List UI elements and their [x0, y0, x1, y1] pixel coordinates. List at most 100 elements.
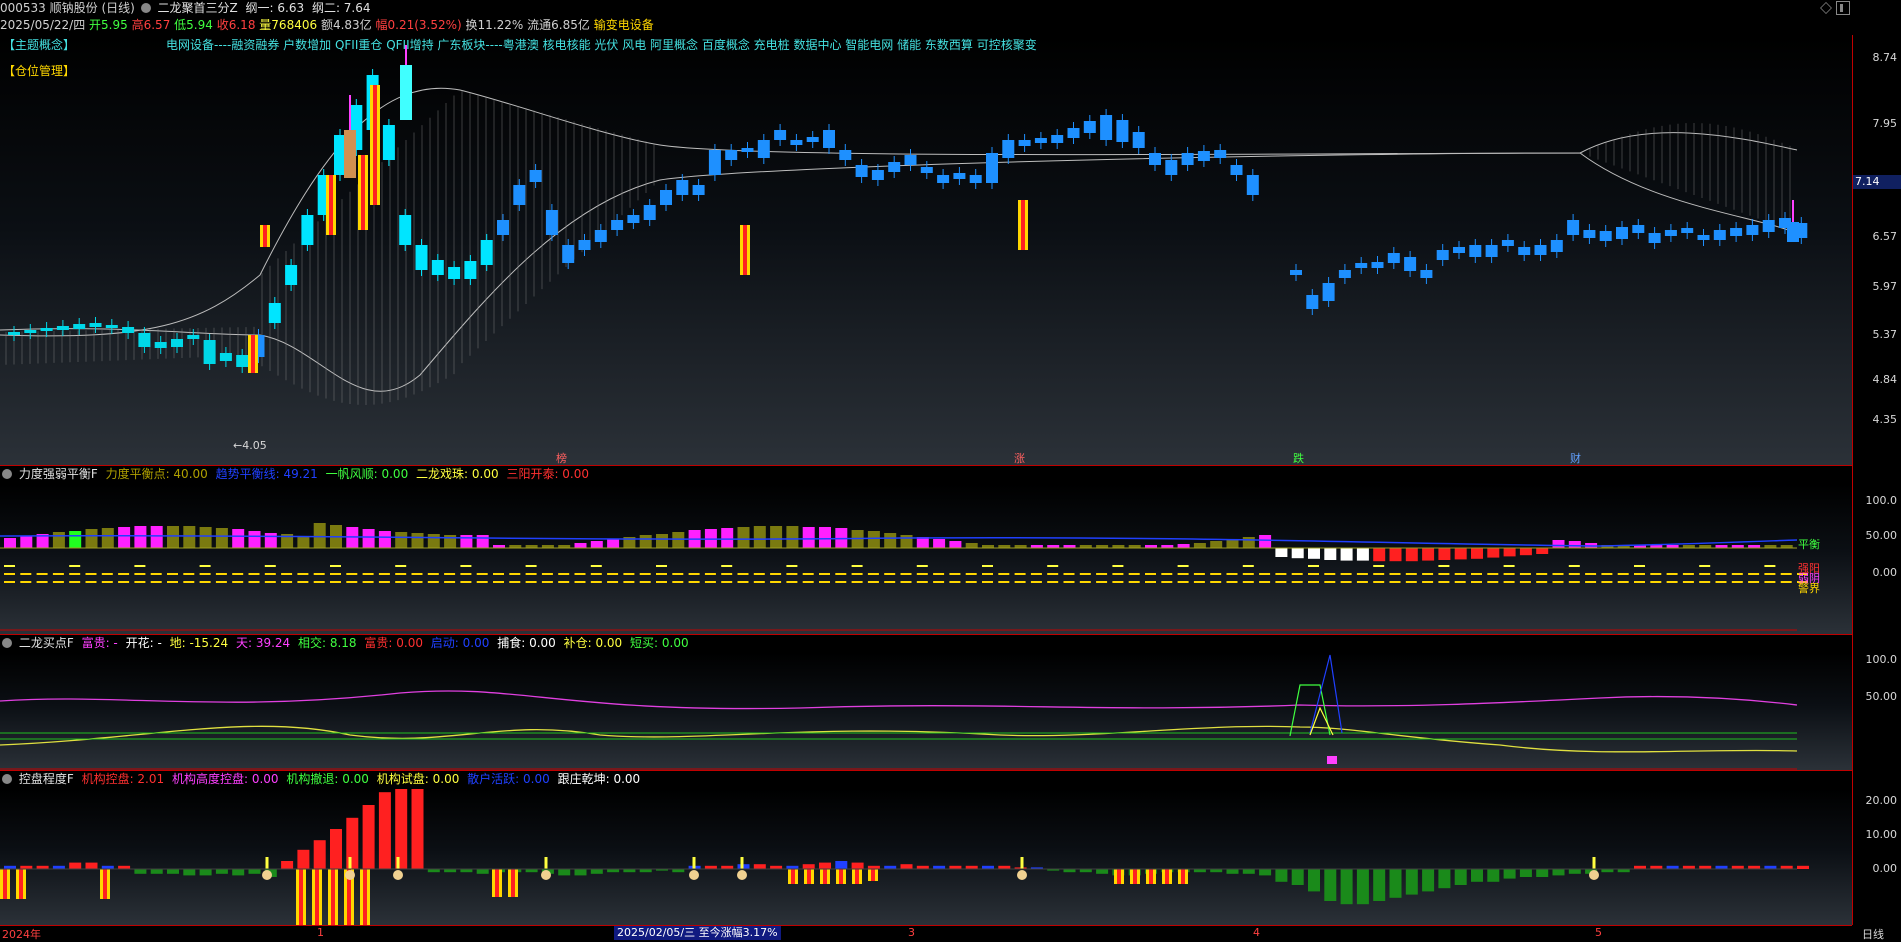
strength-bar	[672, 532, 685, 548]
concept-list[interactable]: 电网设备----融资融券 户数增加 QFII重仓 QFII增持 广东板块----…	[166, 38, 1037, 52]
window-toggle-icon[interactable]	[1836, 1, 1850, 15]
concept-tag-main[interactable]: 【主题概念】	[3, 38, 76, 52]
strength-bar	[590, 541, 603, 548]
candle-body	[1387, 253, 1400, 263]
strength-bar	[118, 527, 131, 548]
candle-body	[871, 170, 884, 180]
control-bar	[167, 869, 179, 874]
strength-bar	[721, 528, 734, 548]
strength-bar	[1308, 548, 1320, 559]
indicator3-settings-icon[interactable]	[2, 774, 12, 784]
candle-body	[643, 205, 656, 220]
candle-body	[692, 185, 705, 195]
strength-bar	[395, 532, 408, 548]
control-bar	[1617, 869, 1630, 873]
position-management-tag[interactable]: 【仓位管理】	[3, 64, 76, 78]
control-bar	[851, 862, 864, 869]
indicator3-bars	[0, 789, 1809, 925]
strength-bar	[802, 527, 815, 548]
strength-bar	[770, 526, 783, 548]
candle-body	[969, 175, 982, 183]
indicator1-value-2: 一帆风顺: 0.00	[321, 467, 409, 481]
candle-body	[627, 215, 640, 223]
limit-bar-inner	[329, 175, 333, 235]
candle-body	[1322, 283, 1335, 301]
bollinger-band	[0, 87, 1798, 405]
indicator2-value-7: 捕食: 0.00	[493, 636, 556, 650]
candle-body	[334, 135, 346, 175]
candle-body	[757, 140, 770, 158]
control-bar	[427, 869, 440, 873]
strength-bar	[1242, 537, 1255, 548]
indicator3-value-5: 跟庄乾坤: 0.00	[553, 772, 641, 786]
strength-bar	[1063, 545, 1076, 548]
control-bar	[884, 865, 897, 869]
control-bar	[1389, 869, 1402, 898]
candle-body	[774, 130, 787, 140]
candle-body	[855, 165, 868, 177]
candle-body	[1518, 247, 1531, 255]
price-chart-panel[interactable]: 【主题概念】 电网设备----融资融券 户数增加 QFII重仓 QFII增持 广…	[0, 35, 1852, 465]
quote-bar: 2025/05/22/四 开5.95 高6.57 低5.94 收6.18 量76…	[0, 17, 1901, 33]
control-bar	[1275, 869, 1288, 882]
indicator3-name[interactable]: 控盘程度F	[18, 772, 74, 786]
range-info[interactable]: 2025/02/05/三 至今涨幅3.17%	[614, 926, 781, 940]
candle-body	[40, 328, 53, 331]
control-bar	[1291, 869, 1304, 885]
tentative-bar-inner	[495, 869, 499, 897]
control-bar	[1780, 865, 1793, 869]
stock-code-name[interactable]: 000533 顺钠股份 (日线)	[0, 1, 135, 15]
strength-bar	[1291, 548, 1304, 559]
control-bar	[802, 864, 815, 869]
candle-body	[660, 190, 672, 205]
control-bar	[1373, 869, 1386, 901]
event-label-rise[interactable]: 涨	[1014, 452, 1025, 465]
control-bar	[656, 869, 668, 871]
strength-bar	[199, 527, 212, 548]
indicator2-settings-icon[interactable]	[2, 638, 12, 648]
strength-bar	[1748, 545, 1761, 548]
indicator2-value-1: 开花: -	[121, 636, 162, 650]
formula-name[interactable]: 二龙聚首三分Z	[157, 1, 238, 15]
event-label-fall[interactable]: 跌	[1293, 452, 1304, 465]
indicator2-value-6: 启动: 0.00	[426, 636, 490, 650]
candle-body	[1181, 153, 1194, 165]
candle-body	[1420, 270, 1433, 278]
indicator2-panel[interactable]	[0, 653, 1852, 770]
price-tick: 7.95	[1872, 117, 1898, 130]
candle-body	[203, 340, 216, 364]
control-bar	[982, 865, 994, 869]
indicator3-axis: 20.00 10.00 0.00	[1852, 789, 1901, 925]
control-bar	[411, 789, 424, 869]
indicator1-name[interactable]: 力度强弱平衡F	[18, 467, 98, 481]
settings-icon[interactable]	[140, 3, 151, 13]
control-bar	[998, 865, 1011, 869]
indicator3-panel[interactable]	[0, 789, 1852, 925]
control-bar	[1634, 865, 1646, 869]
control-bar	[965, 865, 978, 869]
control-bar	[949, 865, 962, 869]
control-bar	[1471, 869, 1483, 882]
strength-bar	[232, 529, 245, 548]
indicator2-name[interactable]: 二龙买点F	[18, 636, 74, 650]
indicator1-panel[interactable]: 平衡 强阳 弱阴 警界	[0, 484, 1852, 634]
period-selector[interactable]: 日线	[1862, 928, 1884, 941]
strength-bar	[933, 539, 946, 548]
control-bar	[134, 869, 147, 874]
indicator1-settings-icon[interactable]	[2, 469, 12, 479]
candle-body	[24, 330, 37, 333]
strength-bar	[509, 545, 522, 548]
control-bar	[1210, 869, 1223, 873]
x-label-month: 5	[1595, 926, 1602, 939]
limit-bar-inner	[1021, 200, 1025, 250]
money-bag-icon	[345, 870, 355, 880]
control-bar	[1797, 865, 1809, 869]
control-bar	[1552, 869, 1565, 876]
candle-body	[1018, 140, 1031, 146]
ind1-tick: 0.00	[1872, 566, 1898, 579]
event-label-finance[interactable]: 财	[1570, 452, 1581, 465]
sector-name[interactable]: 输变电设备	[593, 18, 654, 32]
indicator3-value-4: 散户活跃: 0.00	[463, 772, 550, 786]
event-label-rank[interactable]: 榜	[556, 452, 567, 465]
strength-bar	[1226, 539, 1239, 548]
